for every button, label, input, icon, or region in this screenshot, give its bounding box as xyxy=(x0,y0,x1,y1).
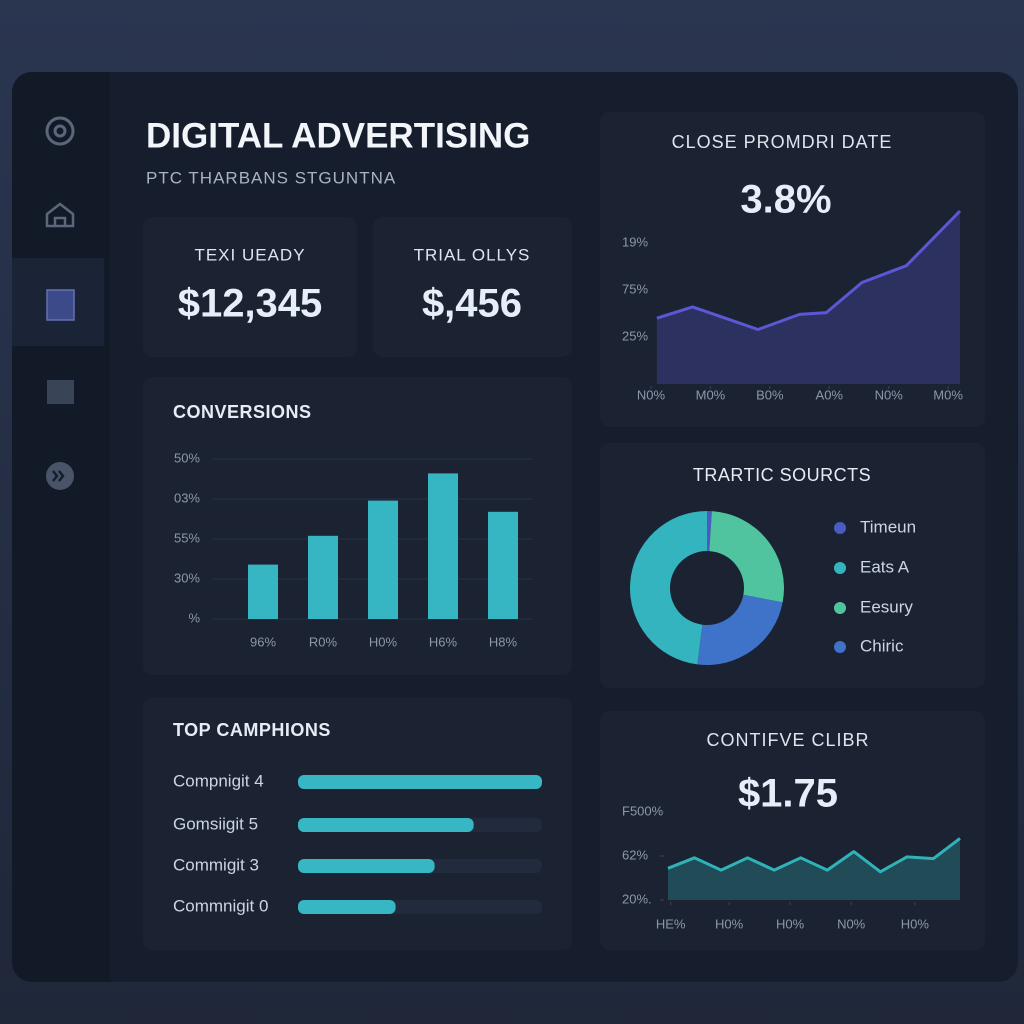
kpi-value: $12,345 xyxy=(178,282,323,326)
logo-icon-inner xyxy=(53,124,67,138)
card-title: TRARTIC SOURCTS xyxy=(693,465,871,485)
bar xyxy=(428,473,458,619)
logo-icon[interactable] xyxy=(45,116,75,146)
x-tick-label: A0% xyxy=(816,387,844,402)
kpi-label: TRIAL OLLYS xyxy=(414,245,531,264)
x-tick-label: R0% xyxy=(309,634,338,649)
legend-label: Chiric xyxy=(860,636,904,655)
y-tick-label: 55% xyxy=(174,530,200,545)
campaign-label: Commnigit 0 xyxy=(173,896,268,915)
x-tick-label: H0% xyxy=(715,916,744,931)
area xyxy=(656,211,960,384)
y-tick-label: % xyxy=(188,610,200,625)
campaign-bar xyxy=(298,900,396,914)
campaign-label: Commigit 3 xyxy=(173,855,259,874)
x-tick-label: H6% xyxy=(429,634,458,649)
y-tick-label: 50% xyxy=(174,450,200,465)
x-tick-label: HE% xyxy=(656,916,686,931)
area xyxy=(668,838,960,900)
line xyxy=(656,209,962,331)
kpi-value: $,456 xyxy=(422,282,522,326)
legend-swatch xyxy=(834,641,846,653)
more-icon[interactable] xyxy=(46,462,74,490)
card-title: CONTIFVE CLIBR xyxy=(706,730,869,750)
x-tick-label: 96% xyxy=(250,634,276,649)
x-tick-label: N0% xyxy=(875,387,904,402)
y-tick-label: 25% xyxy=(622,328,648,343)
campaign-bar xyxy=(298,859,435,873)
donut-segment xyxy=(707,511,712,552)
campaign-bar xyxy=(298,818,474,832)
bar xyxy=(368,500,398,619)
campaign-label: Compnigit 4 xyxy=(173,771,264,790)
legend-swatch xyxy=(834,562,846,574)
x-tick-label: B0% xyxy=(756,387,784,402)
y-tick-label: 19% xyxy=(622,234,648,249)
bar xyxy=(248,564,278,619)
more-icon-arrows xyxy=(52,470,65,482)
x-tick-label: N0% xyxy=(837,916,866,931)
y-tick-label: 75% xyxy=(622,281,648,296)
y-tick-label: 03% xyxy=(174,490,200,505)
donut-segment xyxy=(697,594,783,665)
bar xyxy=(488,511,518,619)
x-tick-label: H0% xyxy=(901,916,930,931)
campaign-label: Gomsiigit 5 xyxy=(173,814,258,833)
headline: $1.75 xyxy=(738,772,838,816)
card-title: TOP CAMPHIONS xyxy=(173,720,331,740)
legend-swatch xyxy=(834,522,846,534)
x-tick-label: H0% xyxy=(776,916,805,931)
chart-card xyxy=(600,112,985,427)
card-title: CONVERSIONS xyxy=(173,402,312,422)
x-tick-label: H8% xyxy=(489,634,518,649)
kpi-card xyxy=(143,217,357,357)
x-tick-label: N0% xyxy=(637,387,666,402)
x-tick-label: M0% xyxy=(696,387,726,402)
page-title: DIGITAL ADVERTISING xyxy=(146,116,530,155)
y-tick-label: 30% xyxy=(174,570,200,585)
home-icon[interactable] xyxy=(45,202,75,228)
donut-segment xyxy=(709,511,784,603)
y-tick-label: 62% xyxy=(622,847,648,862)
legend-label: Timeun xyxy=(860,517,916,536)
media-icon[interactable] xyxy=(47,380,74,404)
y-tick-label: 20%. xyxy=(622,891,652,906)
sidebar xyxy=(12,72,110,982)
line xyxy=(667,837,961,874)
card-title: CLOSE PROMDRI DATE xyxy=(672,132,893,152)
legend-label: Eats A xyxy=(860,557,910,576)
reports-icon[interactable] xyxy=(46,289,75,321)
y-tick-label: F500% xyxy=(622,803,664,818)
x-tick-label: M0% xyxy=(933,387,963,402)
campaign-bar xyxy=(298,775,542,789)
chart-card xyxy=(600,711,985,950)
legend-swatch xyxy=(834,602,846,614)
kpi-label: TEXI UEADY xyxy=(194,245,305,264)
x-tick-label: H0% xyxy=(369,634,398,649)
donut-segment xyxy=(630,511,707,665)
bar xyxy=(308,535,338,619)
kpi-card xyxy=(373,217,572,357)
headline: 3.8% xyxy=(740,178,831,222)
page-subtitle: PTC THARBANS STGUNTNA xyxy=(146,168,396,187)
legend-label: Eesury xyxy=(860,597,913,616)
